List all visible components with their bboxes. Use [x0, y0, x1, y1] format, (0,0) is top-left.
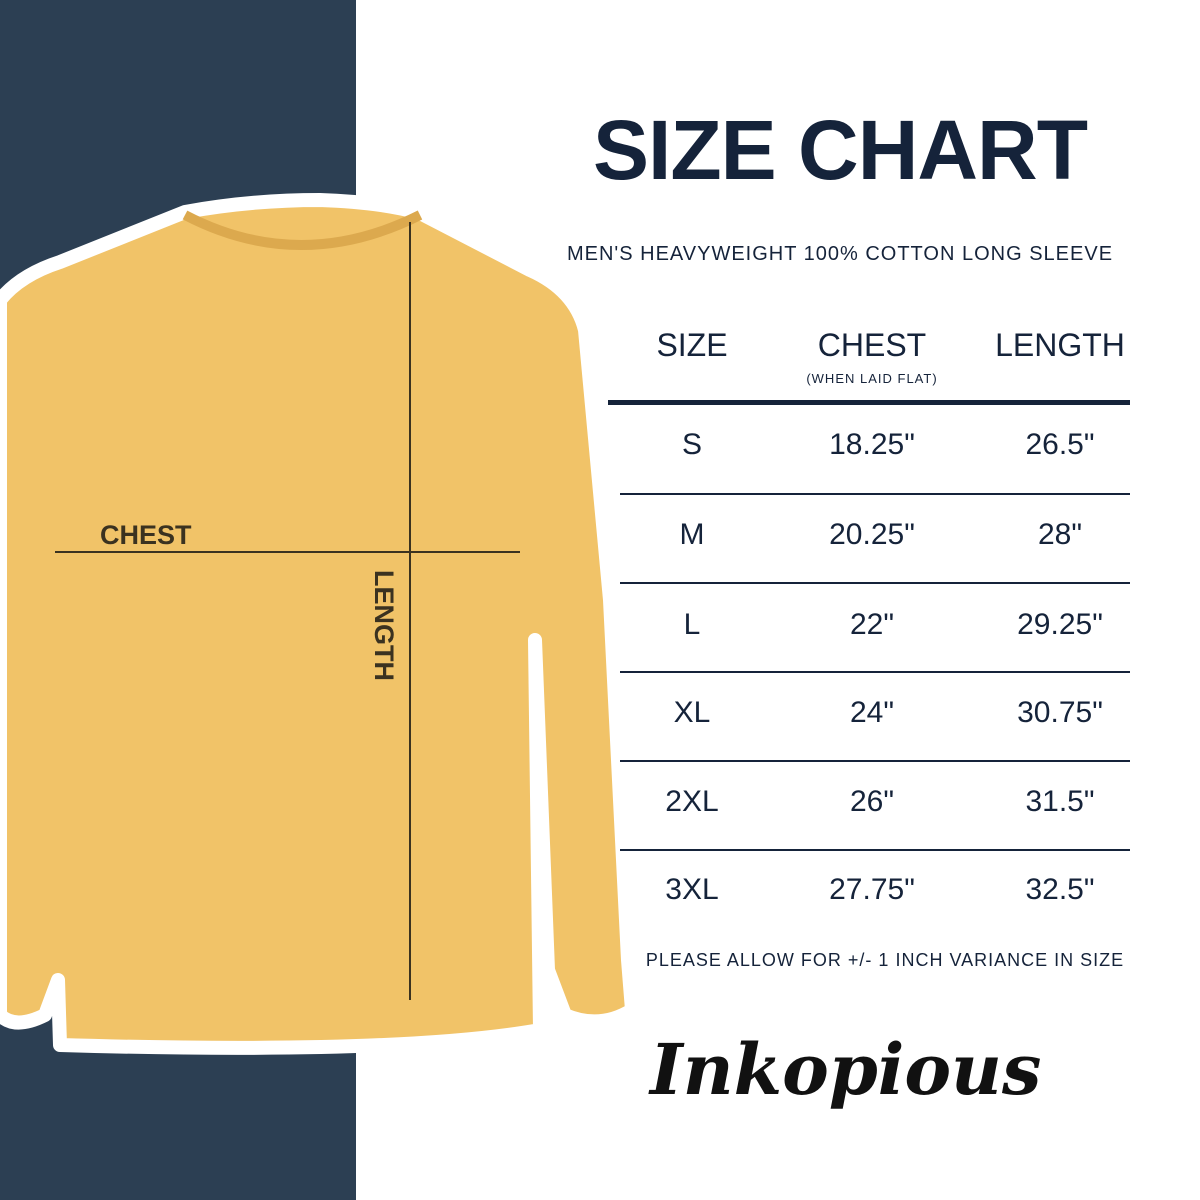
table-cell: 18.25": [829, 428, 915, 461]
row-divider: [620, 493, 1130, 495]
chest-note: (WHEN LAID FLAT): [806, 371, 938, 386]
header-size: SIZE: [656, 327, 728, 363]
table-cell: XL: [673, 696, 711, 729]
header-divider: [608, 400, 1130, 405]
table-cell: M: [679, 518, 705, 551]
table-cell: 31.5": [1025, 785, 1095, 818]
table-cell: 27.75": [829, 873, 915, 906]
table-cell: 20.25": [829, 518, 915, 551]
subtitle: MEN'S HEAVYWEIGHT 100% COTTON LONG SLEEV…: [566, 243, 1114, 265]
table-cell: L: [683, 608, 701, 641]
variance-note: PLEASE ALLOW FOR +/- 1 INCH VARIANCE IN …: [645, 950, 1125, 970]
row-divider: [620, 671, 1130, 673]
table-cell: 30.75": [1017, 696, 1103, 729]
table-cell: S: [681, 428, 702, 461]
table-cell: 29.25": [1017, 608, 1103, 641]
table-cell: 26": [849, 785, 895, 818]
row-divider: [620, 849, 1130, 851]
table-cell: 2XL: [665, 785, 719, 818]
brand-logo: Inkopious: [650, 1028, 1042, 1111]
header-chest: CHEST: [817, 327, 927, 363]
row-divider: [620, 582, 1130, 584]
table-cell: 26.5": [1025, 428, 1095, 461]
table-cell: 32.5": [1025, 873, 1095, 906]
table-cell: 22": [849, 608, 895, 641]
table-cell: 28": [1037, 518, 1083, 551]
shirt-collar: [182, 210, 423, 250]
chest-label: CHEST: [100, 520, 192, 550]
header-length: LENGTH: [995, 327, 1125, 363]
length-label: LENGTH: [369, 570, 399, 681]
row-divider: [620, 760, 1130, 762]
shirt-body: [0, 193, 639, 1055]
page-title: SIZE CHART: [593, 103, 1088, 197]
table-cell: 24": [849, 696, 895, 729]
table-cell: 3XL: [665, 873, 719, 906]
shirt-illustration: [0, 193, 639, 1055]
